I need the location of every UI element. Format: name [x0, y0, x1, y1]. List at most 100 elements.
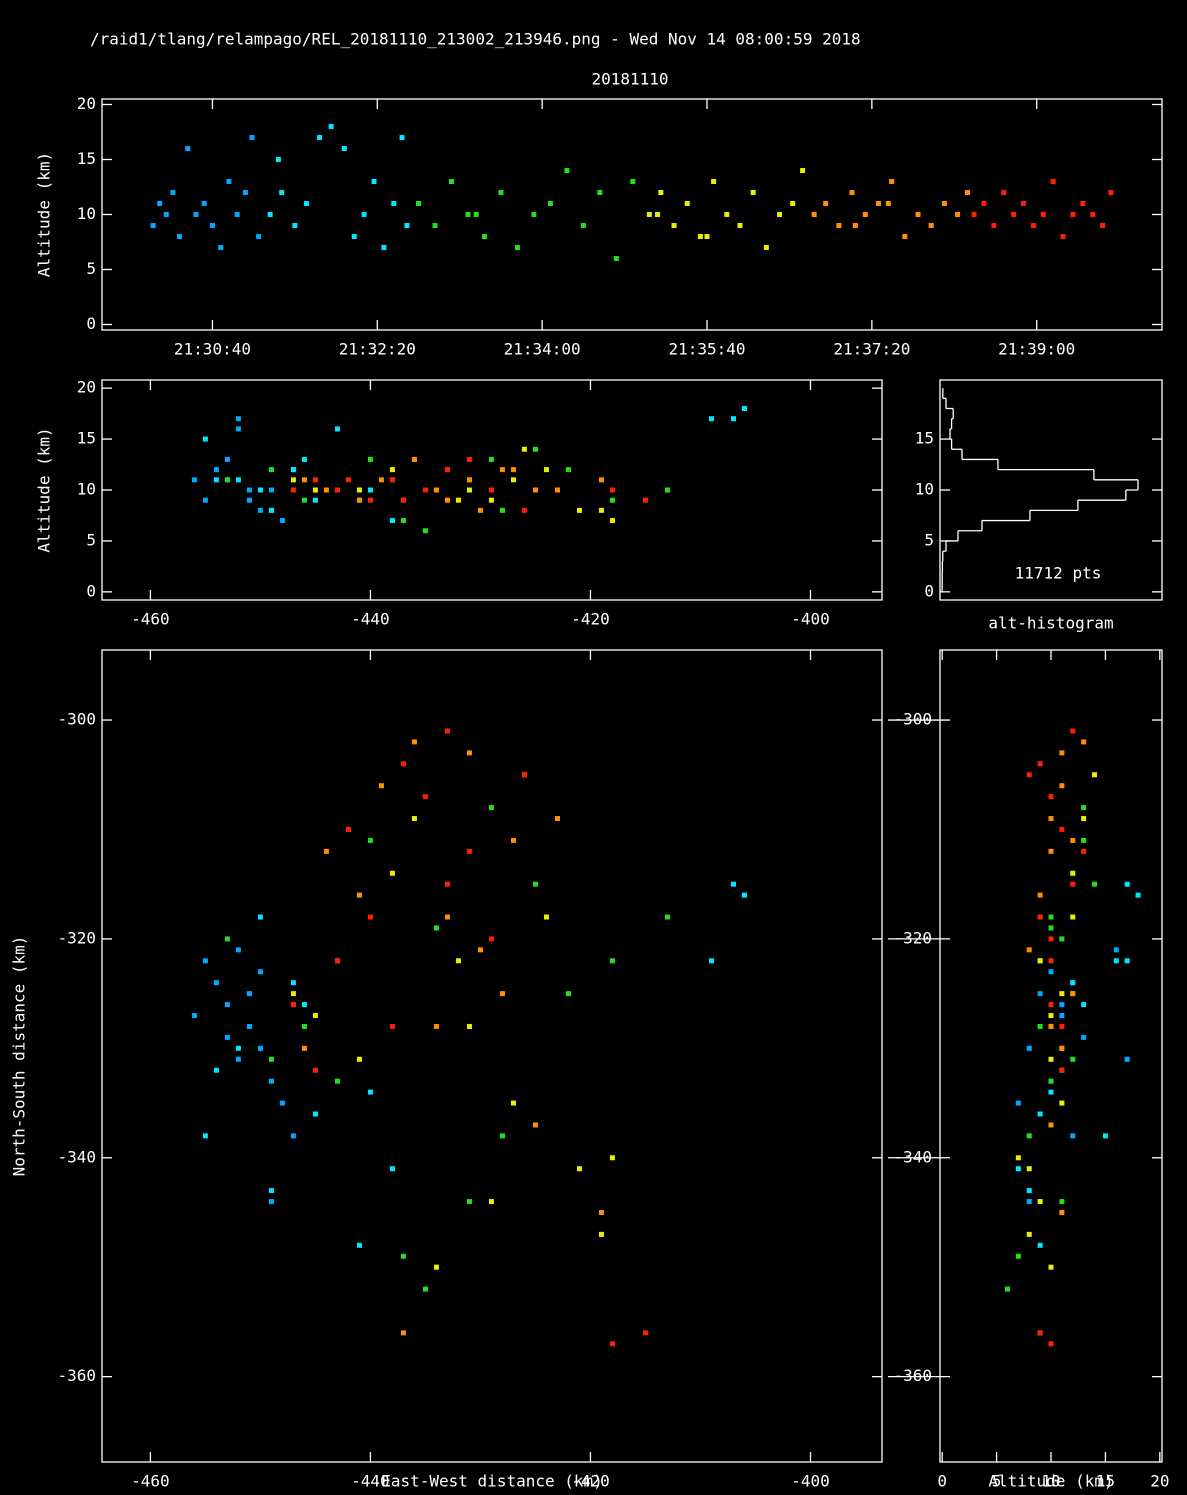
- source-point: [711, 179, 717, 184]
- source-point: [1081, 739, 1087, 745]
- source-point: [708, 958, 714, 964]
- source-point: [1015, 1166, 1021, 1172]
- source-point: [1081, 837, 1087, 843]
- source-point: [800, 168, 806, 173]
- source-point: [1124, 1056, 1130, 1062]
- source-point: [400, 497, 406, 503]
- source-point: [213, 477, 219, 483]
- source-point: [498, 190, 504, 195]
- source-point: [991, 223, 997, 228]
- source-point: [257, 507, 263, 513]
- y-tick-label: -340: [893, 1147, 932, 1166]
- x-tick-label: 0: [937, 1472, 947, 1491]
- source-point: [312, 1067, 318, 1073]
- source-point: [1108, 190, 1114, 195]
- y-tick-label: -320: [57, 928, 96, 947]
- source-point: [955, 212, 961, 217]
- source-point: [224, 477, 230, 483]
- source-point: [317, 135, 323, 140]
- source-point: [1026, 1231, 1032, 1237]
- source-point: [1026, 1188, 1032, 1194]
- y-tick-label: 0: [924, 581, 934, 600]
- source-point: [1037, 991, 1043, 997]
- source-point: [202, 497, 208, 503]
- source-point: [750, 190, 756, 195]
- source-point: [224, 1002, 230, 1008]
- source-point: [466, 750, 472, 756]
- source-point: [514, 245, 520, 250]
- source-point: [399, 135, 405, 140]
- source-point: [389, 467, 395, 473]
- y-tick-label: 5: [86, 530, 96, 549]
- source-point: [378, 477, 384, 483]
- source-point: [1048, 1013, 1054, 1019]
- source-point: [849, 190, 855, 195]
- source-point: [334, 487, 340, 493]
- source-point: [1070, 1133, 1076, 1139]
- source-point: [455, 497, 461, 503]
- source-point: [1113, 947, 1119, 953]
- source-point: [400, 761, 406, 767]
- source-point: [466, 1199, 472, 1205]
- source-point: [1015, 1253, 1021, 1259]
- source-point: [170, 190, 176, 195]
- source-point: [256, 234, 262, 239]
- source-point: [246, 487, 252, 493]
- source-point: [499, 507, 505, 513]
- source-point: [422, 1286, 428, 1292]
- source-point: [613, 256, 619, 261]
- source-point: [448, 179, 454, 184]
- source-point: [1081, 848, 1087, 854]
- source-point: [941, 201, 947, 206]
- source-point: [224, 456, 230, 462]
- source-point: [224, 936, 230, 942]
- source-point: [163, 212, 169, 217]
- source-point: [345, 477, 351, 483]
- source-point: [1070, 881, 1076, 887]
- source-point: [510, 477, 516, 483]
- x-axis-label: Altitude (km): [988, 1472, 1113, 1491]
- source-point: [532, 446, 538, 452]
- source-point: [1059, 1100, 1065, 1106]
- source-point: [1048, 794, 1054, 800]
- source-point: [1040, 212, 1046, 217]
- source-point: [704, 234, 710, 239]
- source-point: [218, 245, 224, 250]
- source-point: [1070, 837, 1076, 843]
- source-point: [1102, 1133, 1108, 1139]
- source-point: [658, 190, 664, 195]
- source-point: [1037, 958, 1043, 964]
- source-point: [521, 507, 527, 513]
- source-point: [201, 201, 207, 206]
- source-point: [598, 477, 604, 483]
- source-point: [488, 936, 494, 942]
- source-point: [345, 826, 351, 832]
- source-point: [1092, 881, 1098, 887]
- source-point: [367, 1089, 373, 1095]
- source-point: [301, 1045, 307, 1051]
- source-point: [1037, 1023, 1043, 1029]
- source-point: [1059, 1023, 1065, 1029]
- source-point: [185, 146, 191, 151]
- source-point: [565, 991, 571, 997]
- source-point: [1059, 1199, 1065, 1205]
- source-point: [292, 223, 298, 228]
- source-point: [1070, 991, 1076, 997]
- source-point: [226, 179, 232, 184]
- source-point: [609, 518, 615, 524]
- source-point: [1092, 772, 1098, 778]
- source-point: [312, 1111, 318, 1117]
- source-point: [213, 467, 219, 473]
- source-point: [481, 234, 487, 239]
- source-point: [444, 497, 450, 503]
- source-point: [422, 794, 428, 800]
- source-point: [915, 212, 921, 217]
- source-point: [334, 1078, 340, 1084]
- source-point: [213, 980, 219, 986]
- source-point: [811, 212, 817, 217]
- source-point: [268, 1188, 274, 1194]
- source-point: [367, 487, 373, 493]
- source-point: [823, 201, 829, 206]
- source-point: [547, 201, 553, 206]
